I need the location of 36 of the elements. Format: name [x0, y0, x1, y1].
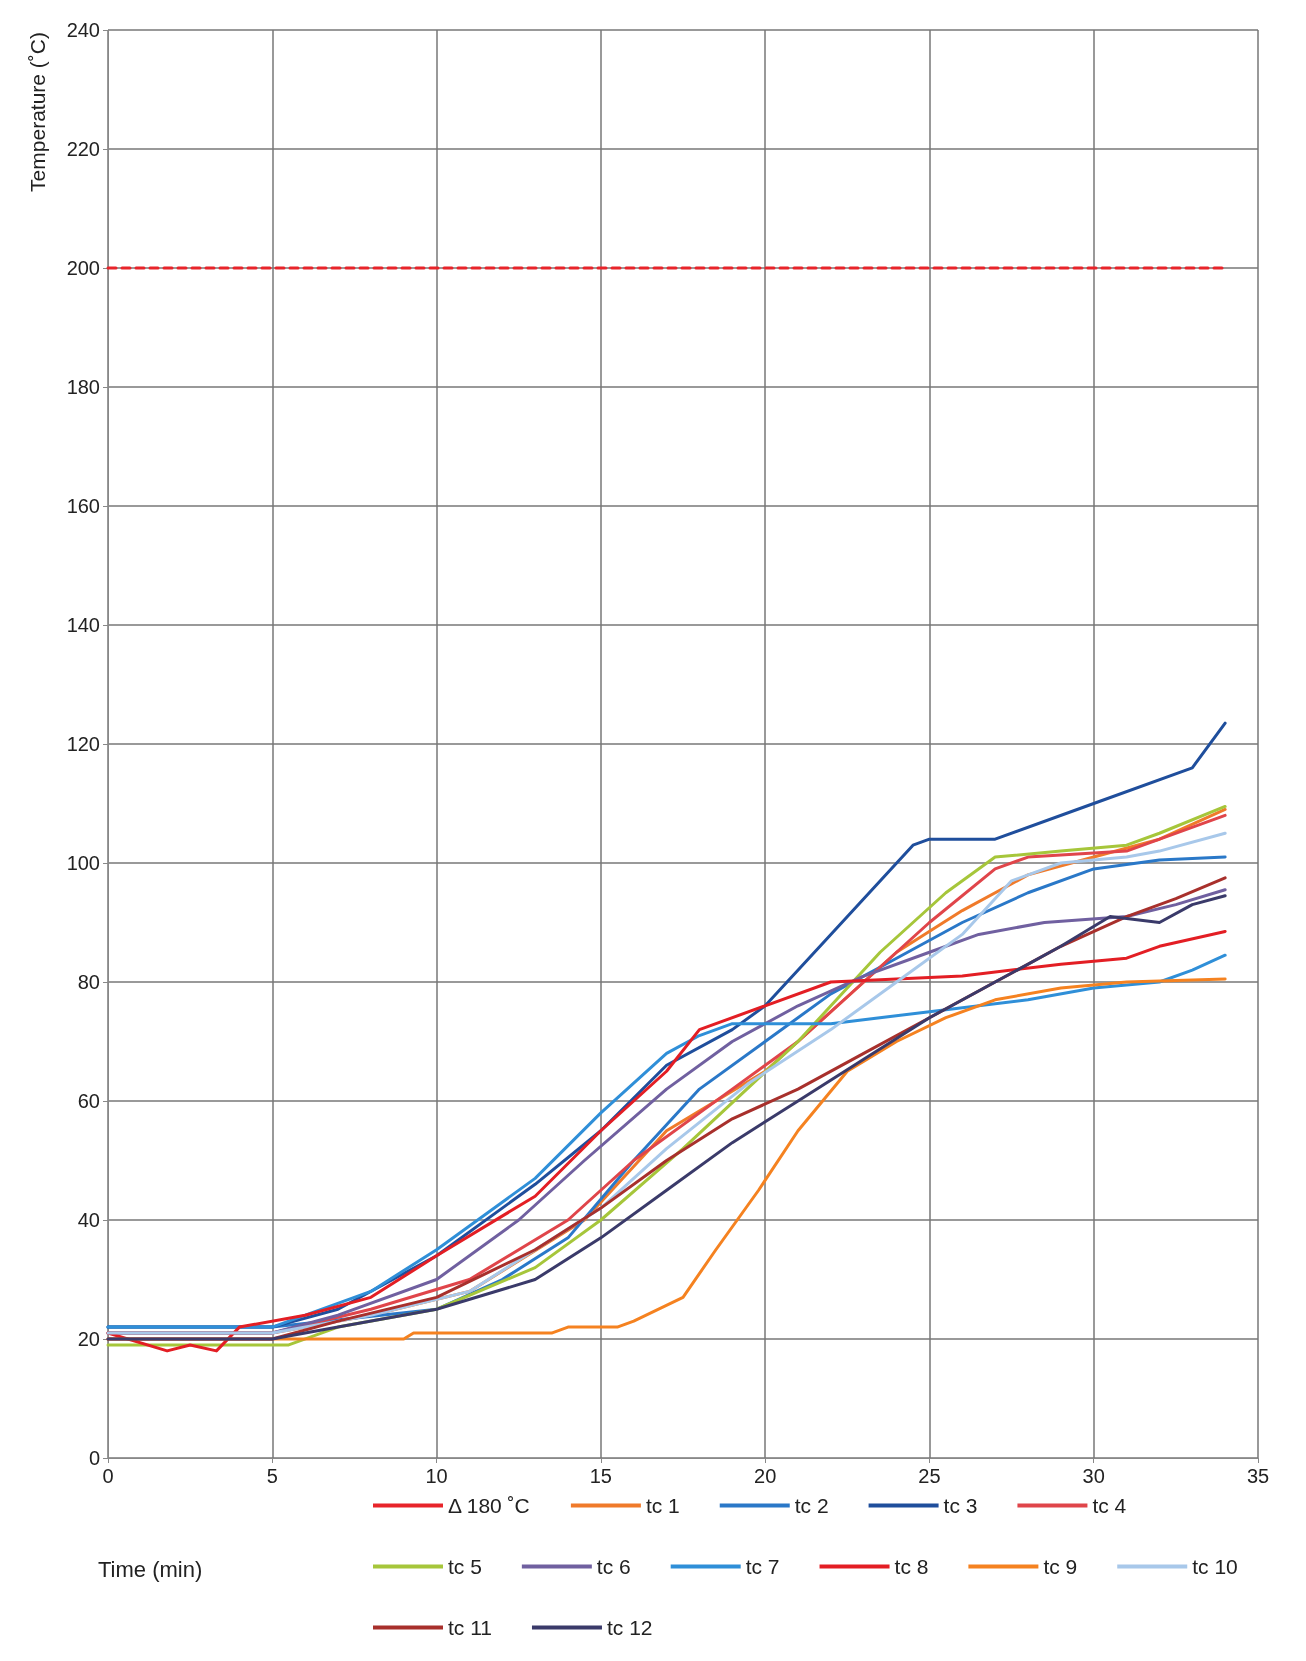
y-tick-label: 160 [66, 495, 100, 517]
legend-label: tc 8 [894, 1555, 929, 1578]
x-tick-label: 35 [1246, 1465, 1270, 1487]
y-tick-label: 80 [77, 971, 100, 993]
legend-label: tc 1 [645, 1494, 680, 1517]
x-tick-label: 0 [102, 1465, 114, 1487]
y-tick-label: 220 [66, 138, 100, 160]
x-axis-title: Time (min) [98, 1556, 203, 1582]
legend-label: tc 5 [448, 1555, 482, 1578]
y-tick-label: 180 [66, 376, 100, 398]
y-tick-label: 0 [88, 1447, 100, 1469]
y-tick-label: 20 [77, 1328, 100, 1350]
y-tick-label: 120 [66, 733, 100, 755]
legend-label: tc 3 [943, 1494, 978, 1517]
x-tick-label: 10 [425, 1465, 448, 1487]
legend-label: tc 11 [448, 1616, 492, 1639]
legend-label: tc 9 [1043, 1555, 1078, 1578]
x-tick-label: 20 [754, 1465, 777, 1487]
y-tick-label: 240 [66, 19, 100, 41]
legend-label: tc 7 [745, 1555, 780, 1578]
legend-label: tc 12 [606, 1616, 653, 1639]
y-tick-label: 40 [77, 1209, 100, 1231]
y-tick-label: 60 [77, 1090, 100, 1112]
legend-label: tc 2 [794, 1494, 829, 1517]
legend-label: tc 10 [1192, 1555, 1238, 1578]
x-tick-label: 15 [589, 1465, 612, 1487]
x-tick-label: 30 [1082, 1465, 1105, 1487]
x-tick-label: 5 [266, 1465, 278, 1487]
y-tick-label: 100 [66, 852, 100, 874]
legend-label: tc 4 [1092, 1494, 1127, 1517]
x-tick-label: 25 [918, 1465, 941, 1487]
y-axis-title: Temperature (˚C) [26, 32, 49, 192]
y-tick-label: 200 [66, 257, 100, 279]
legend-label: Δ 180 ˚C [448, 1494, 530, 1517]
y-tick-label: 140 [66, 614, 100, 636]
legend-label: tc 6 [596, 1555, 631, 1578]
